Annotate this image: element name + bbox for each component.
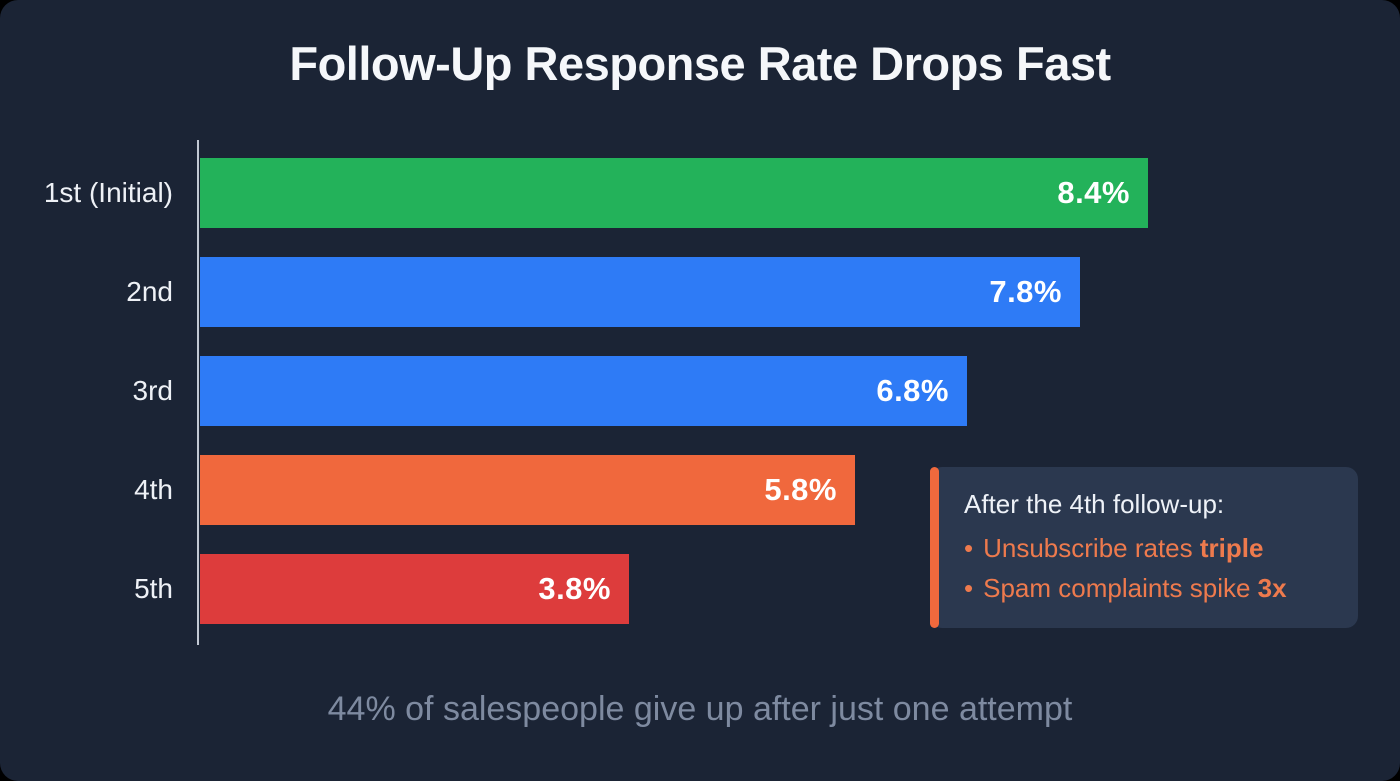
footer-caption: 44% of salespeople give up after just on… <box>327 690 1073 728</box>
value-label: 5.8% <box>764 472 837 507</box>
category-label: 3rd <box>132 375 173 406</box>
value-label: 6.8% <box>876 373 949 408</box>
bar-row: 4th 5.8% <box>0 455 1400 525</box>
y-axis-line <box>197 140 199 645</box>
bar-row: 2nd 7.8% <box>0 257 1400 327</box>
bullet-text: Unsubscribe rates <box>983 533 1200 563</box>
bar-track: 3.8% <box>199 554 1400 624</box>
category-label: 1st (Initial) <box>43 177 173 208</box>
bar-5th: 3.8% <box>200 554 629 624</box>
category-label: 2nd <box>126 276 173 307</box>
bar-track: 7.8% <box>199 257 1400 327</box>
bullet-bold-text: triple <box>1199 533 1264 563</box>
callout-accent-bar <box>930 467 939 628</box>
bar-4th: 5.8% <box>200 455 855 525</box>
bar-rows: 1st (Initial) 8.4% 2nd 7.8% 3rd <box>0 158 1400 624</box>
bar-row: 1st (Initial) 8.4% <box>0 158 1400 228</box>
value-label: 7.8% <box>989 274 1062 309</box>
category-label: 4th <box>134 474 173 505</box>
bar-3rd: 6.8% <box>200 356 967 426</box>
bar-row: 5th 3.8% <box>0 554 1400 624</box>
callout-bullet: • Spam complaints spike 3x <box>964 568 1332 608</box>
bar-chart: 1st (Initial) 8.4% 2nd 7.8% 3rd <box>0 140 1400 650</box>
bullet-icon: • <box>964 573 974 603</box>
category-label: 5th <box>134 573 173 604</box>
callout-heading: After the 4th follow-up: <box>964 489 1225 519</box>
callout-box: After the 4th follow-up: • Unsubscribe ra… <box>930 467 1358 628</box>
bullet-bold-text: 3x <box>1257 573 1287 603</box>
chart-title: Follow-Up Response Rate Drops Fast <box>289 37 1111 90</box>
callout-bullet: • Unsubscribe rates triple <box>964 528 1332 568</box>
value-label: 3.8% <box>538 571 611 606</box>
value-label: 8.4% <box>1057 175 1130 210</box>
bullet-text: Spam complaints spike <box>983 573 1258 603</box>
bar-track: 6.8% <box>199 356 1400 426</box>
bar-1st: 8.4% <box>200 158 1148 228</box>
bar-row: 3rd 6.8% <box>0 356 1400 426</box>
bar-track: 5.8% <box>199 455 1400 525</box>
bullet-icon: • <box>964 533 974 563</box>
bar-track: 8.4% <box>199 158 1400 228</box>
bar-2nd: 7.8% <box>200 257 1080 327</box>
